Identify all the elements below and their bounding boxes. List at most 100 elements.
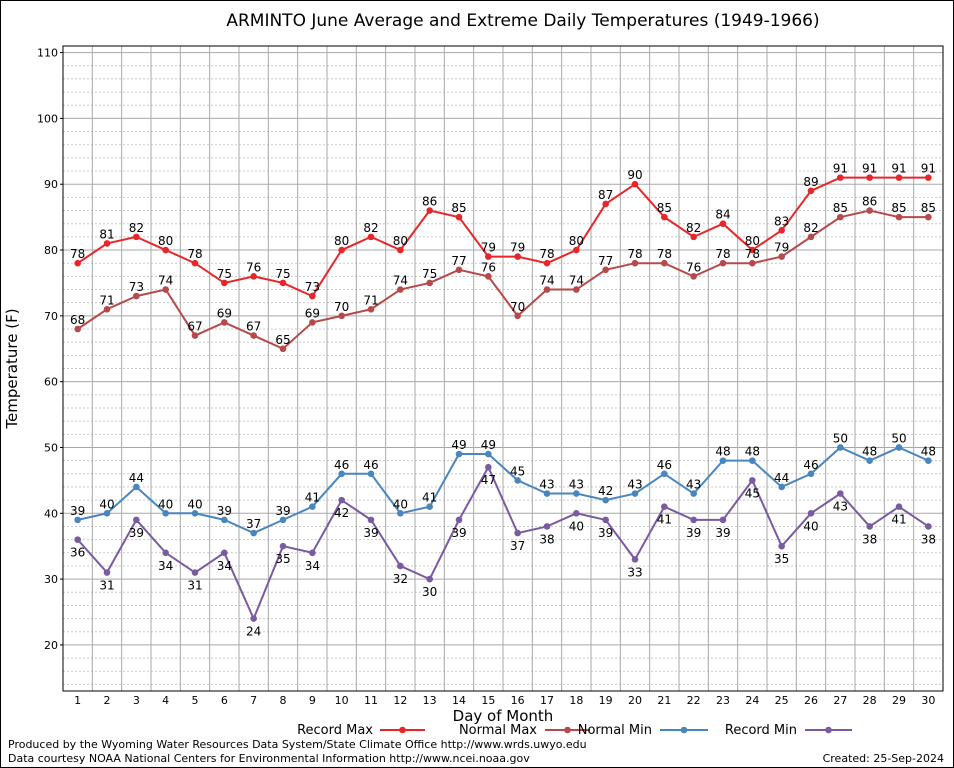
data-point — [778, 483, 785, 491]
data-point — [455, 516, 463, 524]
data-point — [455, 213, 463, 221]
data-label: 78 — [539, 247, 554, 261]
legend-marker — [825, 726, 832, 734]
data-point — [837, 213, 844, 221]
x-tick-label: 24 — [745, 694, 759, 707]
data-point — [103, 569, 111, 576]
data-point — [514, 312, 521, 320]
data-point — [925, 523, 932, 530]
data-point — [690, 273, 697, 280]
data-label: 40 — [393, 497, 408, 511]
x-axis-label: Day of Month — [453, 707, 554, 725]
data-point — [690, 490, 697, 497]
data-label: 40 — [803, 519, 818, 533]
data-label: 48 — [921, 445, 936, 459]
data-point — [74, 536, 81, 543]
data-label: 74 — [158, 274, 173, 288]
data-label: 50 — [891, 431, 906, 445]
y-axis-label: Temperature (F) — [3, 308, 21, 429]
data-label: 67 — [246, 320, 261, 334]
data-label: 73 — [129, 280, 144, 294]
data-label: 67 — [187, 320, 202, 334]
data-label: 78 — [657, 247, 672, 261]
series-record-min: 36 31 39 34 31 34 24 35 34 42 39 32 30 39 47 37 38 40 39 33… — [70, 463, 936, 639]
data-label: 49 — [481, 438, 496, 452]
created-date: Created: 25-Sep-2024 — [822, 752, 944, 765]
data-point — [661, 470, 668, 478]
data-label: 39 — [129, 526, 144, 540]
legend-label: Record Min — [725, 723, 797, 738]
data-label: 79 — [510, 241, 525, 255]
data-point — [602, 266, 609, 274]
data-label: 35 — [275, 552, 290, 566]
y-tick-label: 80 — [44, 244, 58, 257]
credit-line-1: Produced by the Wyoming Water Resources … — [8, 738, 587, 751]
data-label: 31 — [99, 579, 114, 593]
data-point — [573, 490, 580, 497]
data-point — [162, 286, 169, 293]
data-label: 76 — [686, 260, 701, 274]
data-point — [895, 503, 903, 511]
y-tick-label: 70 — [44, 310, 58, 323]
data-point — [74, 516, 81, 524]
legend-label: Normal Max — [459, 723, 537, 738]
x-tick-label: 20 — [628, 694, 642, 707]
data-point — [837, 444, 844, 451]
data-label: 78 — [627, 247, 642, 261]
data-label: 75 — [275, 267, 290, 281]
data-point — [191, 509, 199, 517]
legend-item: Record Max — [297, 723, 425, 738]
data-label: 45 — [510, 464, 525, 478]
data-point — [338, 470, 345, 478]
x-tick-label: 9 — [309, 694, 316, 707]
data-point — [573, 246, 580, 254]
data-label: 32 — [393, 572, 408, 586]
data-label: 82 — [803, 221, 818, 235]
data-point — [309, 292, 316, 300]
data-point — [485, 450, 492, 458]
data-label: 43 — [627, 478, 642, 492]
data-point — [602, 200, 609, 208]
data-point — [309, 503, 316, 511]
data-point — [133, 292, 140, 300]
data-label: 38 — [921, 532, 936, 546]
series-line — [77, 446, 929, 535]
series-line — [76, 464, 929, 622]
data-point — [749, 246, 756, 254]
data-point — [631, 556, 639, 563]
data-point — [543, 523, 551, 530]
data-label: 86 — [862, 195, 877, 209]
data-label: 74 — [539, 274, 554, 288]
data-point — [807, 233, 815, 241]
data-point — [837, 174, 844, 181]
series-line — [77, 176, 929, 298]
data-label: 69 — [305, 306, 320, 320]
data-point — [749, 477, 756, 484]
y-tick-label: 100 — [37, 112, 58, 125]
data-label: 85 — [657, 201, 672, 215]
data-label: 80 — [158, 234, 173, 248]
data-point — [103, 240, 111, 247]
data-label: 85 — [891, 201, 906, 215]
data-point — [514, 253, 521, 260]
data-label: 50 — [833, 431, 848, 445]
data-point — [162, 246, 169, 254]
y-tick-label: 30 — [44, 573, 58, 586]
data-label: 40 — [187, 497, 202, 511]
data-label: 80 — [334, 234, 349, 248]
data-label: 70 — [510, 300, 525, 314]
data-label: 34 — [217, 559, 232, 573]
data-label: 71 — [99, 293, 114, 307]
y-tick-label: 110 — [37, 47, 58, 60]
data-label: 84 — [715, 208, 730, 222]
data-point — [279, 516, 287, 524]
data-point — [925, 174, 932, 181]
data-point — [866, 457, 873, 464]
plot-border — [62, 45, 944, 692]
data-label: 48 — [862, 445, 877, 459]
data-point — [690, 516, 697, 524]
data-point — [397, 286, 404, 293]
x-tick-label: 27 — [833, 694, 847, 707]
data-label: 82 — [129, 221, 144, 235]
x-tick-label: 14 — [452, 694, 466, 707]
